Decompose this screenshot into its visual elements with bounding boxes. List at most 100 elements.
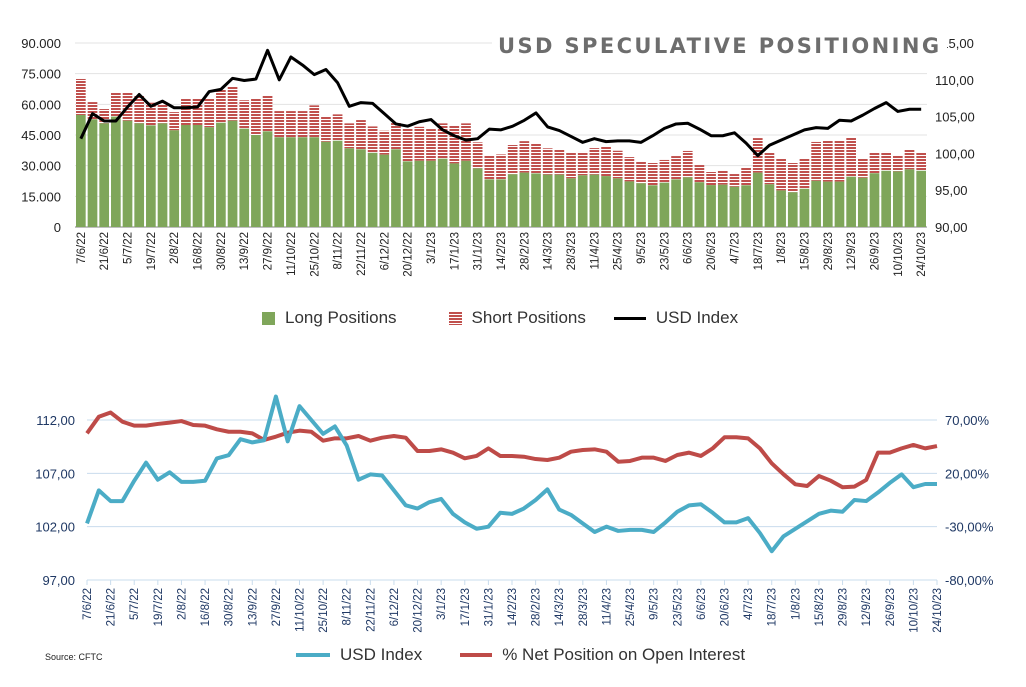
x-tick-label: 19/7/22 [146, 232, 158, 270]
x-tick-label: 3/1/23 [426, 232, 438, 264]
bar-short-position [216, 89, 226, 123]
x-tick-label: 23/5/23 [672, 588, 684, 626]
x-tick-label: 20/12/22 [413, 588, 425, 633]
x-tick-label: 3/1/23 [436, 588, 448, 620]
legend-label-usd-index: USD Index [655, 308, 739, 327]
legend-label-usd-index-bottom: USD Index [340, 645, 423, 664]
bar-long-position [542, 174, 553, 227]
x-tick-label: 6/12/22 [389, 588, 401, 626]
bar-short-position [391, 122, 401, 150]
bar-short-position [822, 140, 833, 182]
bar-long-position [729, 186, 740, 227]
bar-long-position [776, 190, 786, 227]
bar-short-position [414, 126, 425, 161]
bar-short-position [706, 172, 716, 186]
bar-long-position [367, 152, 378, 227]
bar-long-position [181, 124, 191, 227]
x-tick-label: 13/9/22 [247, 588, 259, 626]
y-right-tick-label: 110,00 [935, 73, 974, 88]
bar-long-position [496, 179, 506, 227]
bar-short-position [869, 152, 880, 174]
x-tick-label: 10/10/23 [893, 232, 905, 277]
bar-long-position [636, 183, 646, 227]
x-tick-label: 21/6/22 [99, 232, 111, 270]
y-right-tick-label: 105,00 [935, 110, 975, 125]
bar-long-position [577, 175, 588, 227]
usd-index-line-bottom [85, 394, 937, 554]
bar-short-position [297, 111, 308, 138]
x-tick-label: 26/9/23 [885, 588, 897, 626]
bar-long-position [484, 179, 495, 227]
y-left-tick-label: 60.000 [21, 97, 61, 112]
bar-long-position [391, 149, 401, 227]
x-tick-label: 17/1/23 [460, 588, 472, 626]
y-left-tick-label: 75.000 [21, 67, 61, 82]
usd-index-line [79, 48, 922, 158]
x-tick-label: 14/3/23 [543, 232, 555, 270]
x-tick-label: 22/11/22 [356, 232, 368, 276]
legend-swatch-short [448, 311, 462, 325]
legend-swatch-long [262, 311, 275, 325]
x-tick-label: 6/12/22 [379, 232, 391, 270]
x-tick-label: 15/8/23 [814, 588, 826, 626]
net-position-line [85, 410, 938, 490]
x-tick-label: 4/7/23 [729, 232, 741, 264]
bar-short-position [566, 152, 576, 179]
bar-long-position [811, 180, 821, 227]
bar-short-position [181, 99, 191, 125]
bar-long-position [566, 178, 576, 227]
bar-long-position [204, 127, 215, 227]
bar-short-position [192, 98, 203, 125]
x-tick-label: 28/3/23 [566, 232, 578, 270]
bar-short-position [461, 123, 471, 161]
x-tick-label: 31/1/23 [483, 588, 495, 626]
bar-long-position [624, 181, 635, 227]
x-tick-label: 10/10/23 [908, 588, 920, 633]
bar-long-position [426, 160, 436, 227]
bar-short-position [846, 137, 856, 177]
x-tick-label: 20/6/23 [720, 588, 732, 626]
x-tick-label: 25/10/22 [309, 232, 321, 277]
bar-long-position [647, 185, 658, 227]
legend-label-long: Long Positions [285, 308, 397, 327]
bar-long-position [122, 120, 133, 227]
x-tick-label: 27/9/22 [263, 232, 275, 270]
bar-long-position [87, 119, 98, 227]
bar-short-position [367, 126, 378, 153]
x-tick-label: 21/6/22 [106, 588, 118, 626]
bar-long-position [134, 123, 145, 227]
x-tick-label: 14/2/23 [496, 232, 508, 270]
y-left-tick-label: 90.000 [21, 36, 61, 51]
x-tick-label: 28/3/23 [578, 588, 590, 626]
x-tick-label: 5/7/22 [129, 588, 141, 620]
bar-long-position [472, 168, 483, 227]
x-tick-label: 30/8/22 [224, 588, 236, 626]
bar-short-position [589, 148, 600, 175]
bar-long-position [682, 177, 693, 227]
bar-short-position [309, 105, 320, 138]
bar-short-position [892, 155, 903, 172]
x-tick-label: 31/1/23 [473, 232, 485, 270]
bar-short-position [274, 111, 285, 138]
bar-short-position [811, 141, 821, 181]
y-left-tick-label: 112,00 [36, 413, 75, 428]
bar-short-position [87, 102, 98, 120]
bar-long-position [869, 173, 880, 227]
bar-short-position [321, 115, 331, 142]
x-tick-label: 1/8/23 [790, 588, 802, 620]
legend-line-usd-index-bottom [296, 653, 330, 657]
source-note: Source: CFTC [45, 652, 103, 662]
bar-short-position [227, 86, 238, 121]
bar-long-position [344, 148, 355, 227]
bar-long-position [332, 140, 343, 227]
bar-short-position [729, 174, 740, 187]
bar-short-position [519, 141, 530, 173]
bar-short-position [577, 151, 588, 176]
bar-long-position [834, 181, 845, 227]
bar-long-position [881, 170, 891, 227]
bar-long-position [589, 174, 600, 227]
x-tick-label: 29/8/23 [823, 232, 835, 270]
y-left-tick-label: 45.000 [21, 128, 61, 143]
x-tick-label: 23/5/23 [659, 232, 671, 270]
bar-long-position [659, 182, 670, 227]
